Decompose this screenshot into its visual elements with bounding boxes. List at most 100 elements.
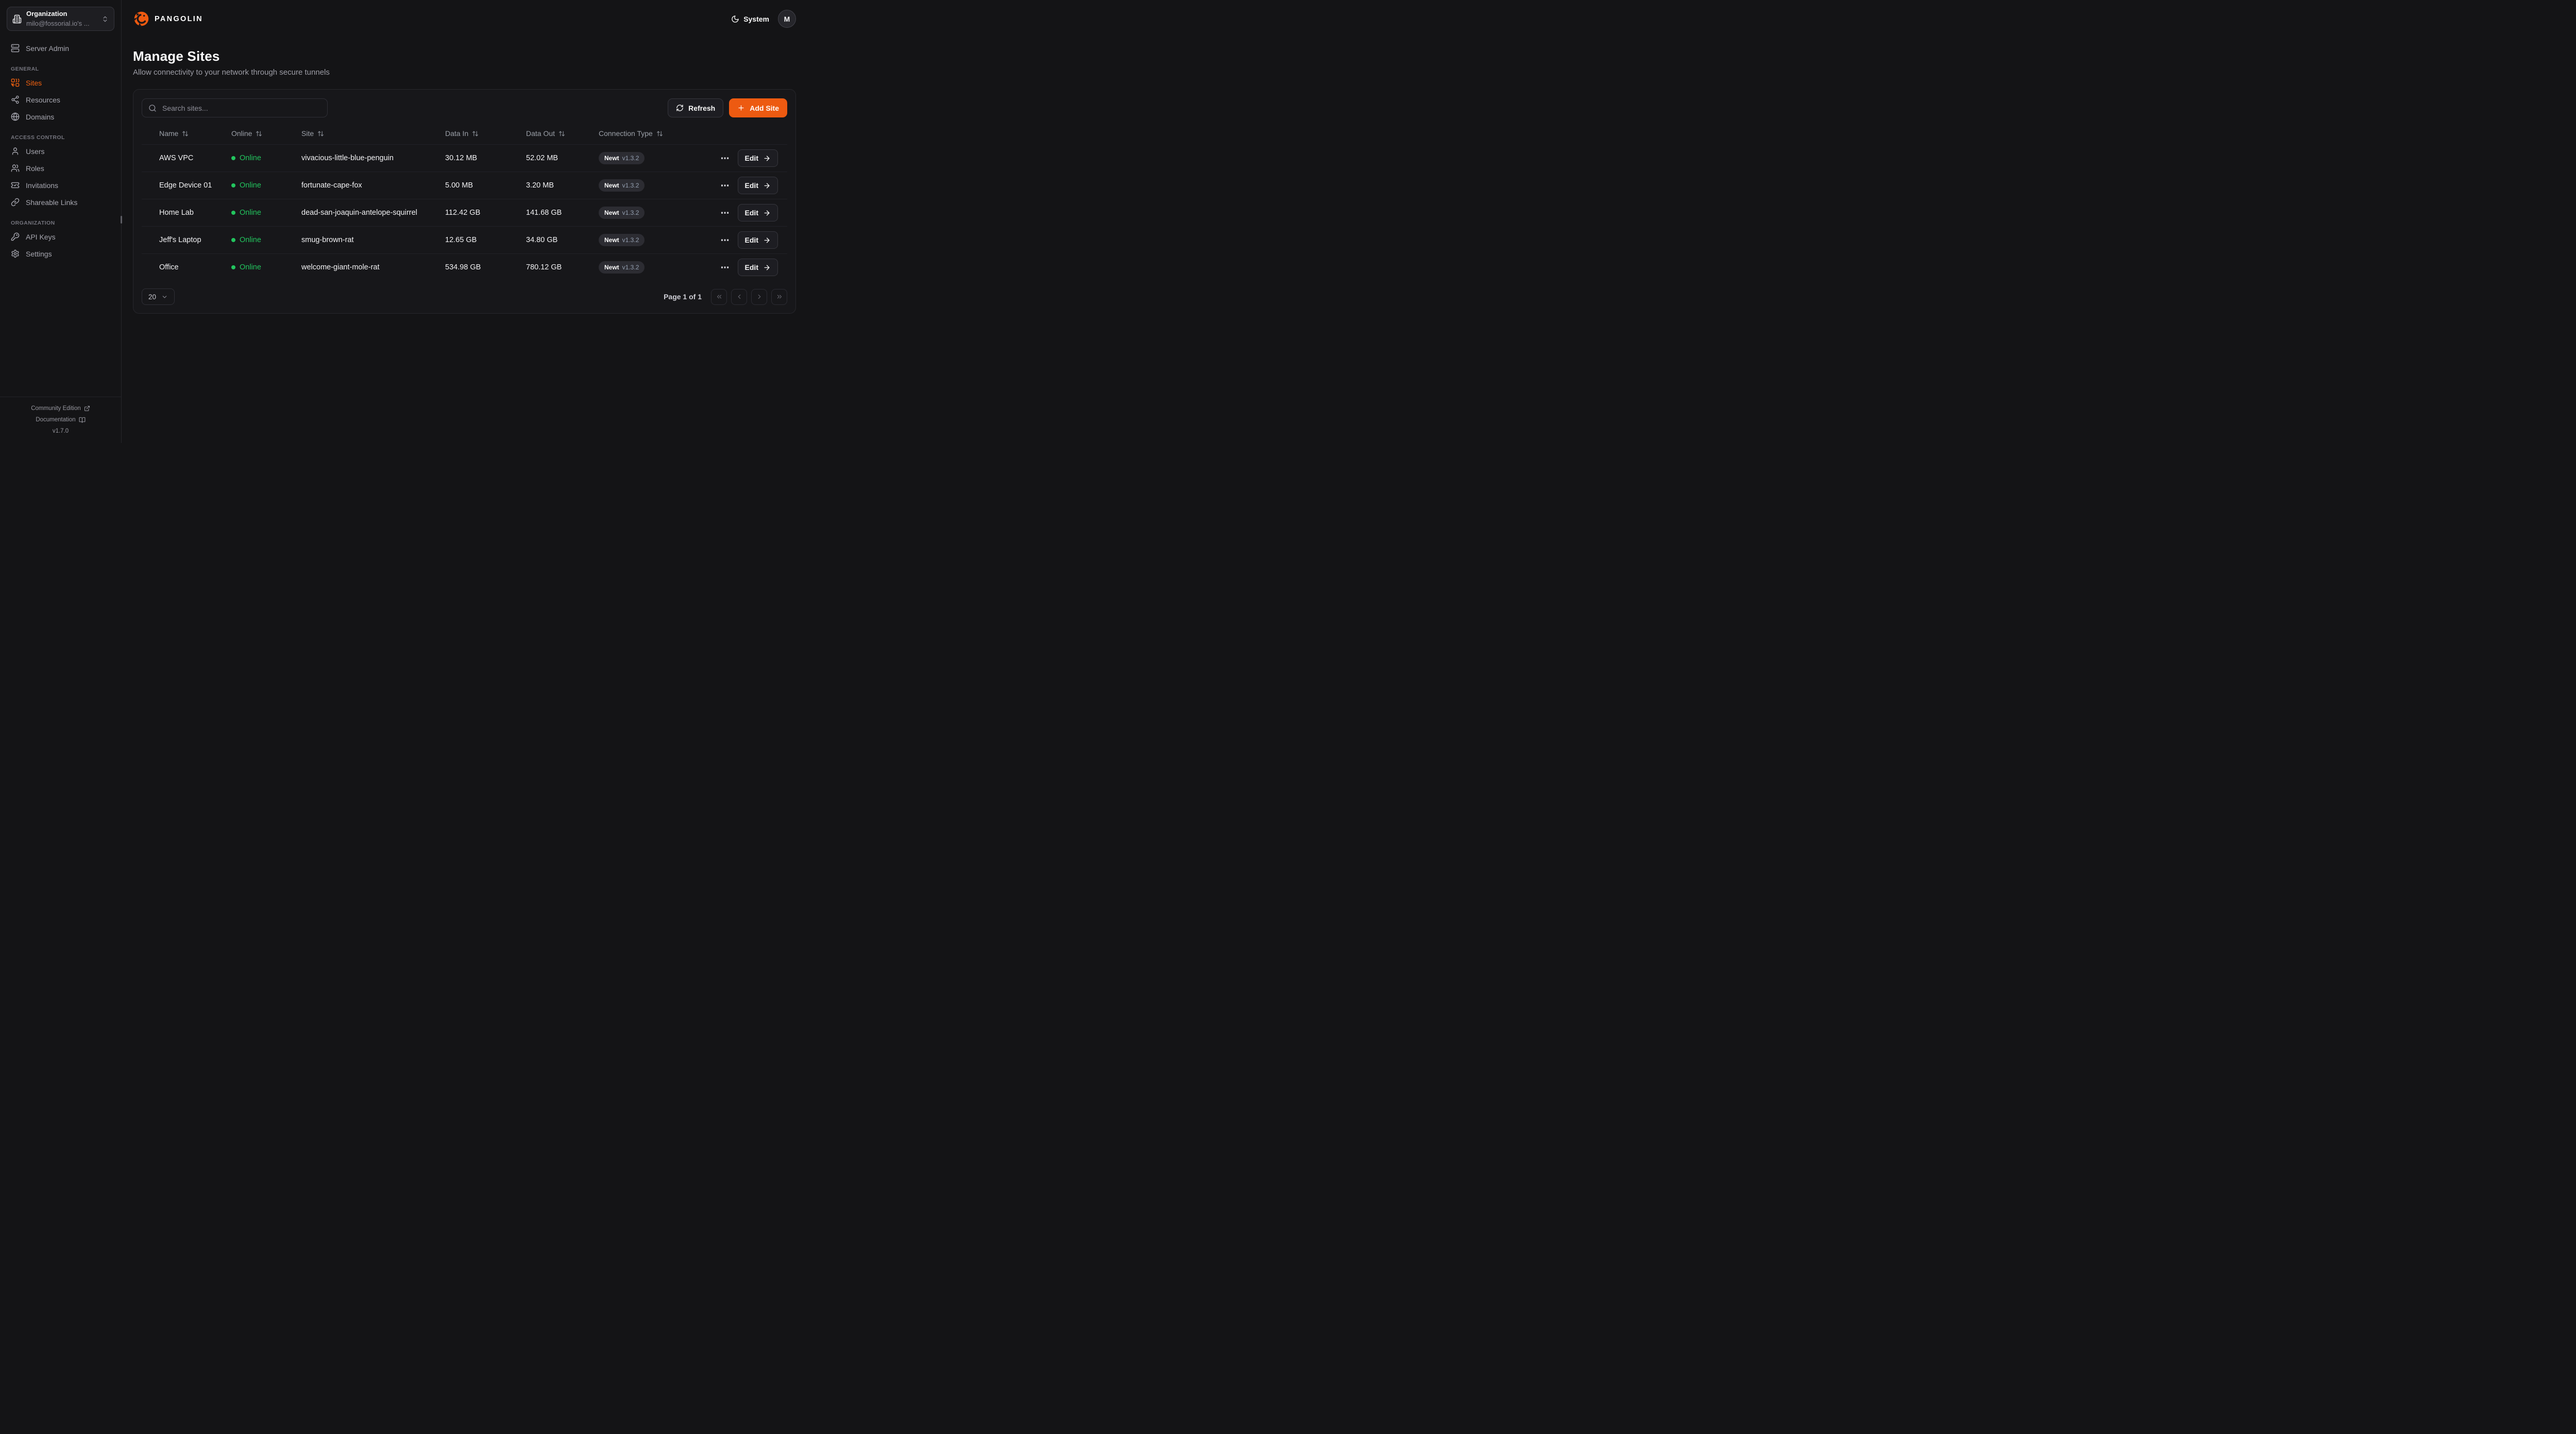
version-label: v1.7.0 (52, 428, 69, 434)
chevron-right-icon (756, 293, 763, 300)
column-header-data-out[interactable]: Data Out (526, 129, 599, 138)
sidebar-item-label: Resources (26, 95, 60, 104)
user-icon (11, 147, 20, 156)
first-page-button[interactable] (711, 288, 727, 305)
online-status-cell: Online (231, 181, 301, 190)
theme-toggle[interactable]: System (731, 15, 769, 23)
org-label: Organization (26, 10, 67, 18)
edit-button[interactable]: Edit (737, 204, 778, 221)
sidebar-item-settings[interactable]: Settings (7, 245, 114, 262)
avatar[interactable]: M (778, 10, 796, 28)
online-status-cell: Online (231, 209, 301, 217)
sort-icon (472, 130, 479, 137)
data-out-cell: 52.02 MB (526, 154, 558, 162)
brand-home-link[interactable]: PANGOLIN (133, 10, 203, 27)
site-name-cell: AWS VPC (159, 154, 194, 162)
edit-button[interactable]: Edit (737, 231, 778, 249)
online-status-label: Online (240, 236, 261, 244)
page-size-select[interactable]: 20 (142, 288, 175, 305)
arrow-right-icon (763, 182, 771, 190)
card-footer: 20 Page 1 of 1 (142, 288, 787, 305)
edit-label: Edit (744, 154, 758, 162)
org-value: milo@fossorial.io's ... (26, 19, 90, 27)
column-header-name[interactable]: Name (159, 129, 231, 138)
add-site-button[interactable]: Add Site (729, 98, 787, 117)
community-edition-label: Community Edition (31, 405, 81, 412)
sidebar-item-resources[interactable]: Resources (7, 91, 114, 108)
column-header-site[interactable]: Site (301, 129, 445, 138)
sort-icon (656, 130, 663, 137)
theme-label: System (743, 14, 769, 23)
sidebar-item-label: Server Admin (26, 44, 70, 53)
column-header-connection-type[interactable]: Connection Type (599, 129, 715, 138)
sidebar-item-roles[interactable]: Roles (7, 160, 114, 177)
online-status-cell: Online (231, 154, 301, 162)
card-toolbar: Refresh Add Site (142, 98, 787, 117)
sidebar-item-sites[interactable]: Sites (7, 74, 114, 91)
row-menu-button[interactable]: ⋯ (720, 235, 730, 245)
edit-button[interactable]: Edit (737, 259, 778, 276)
globe-icon (11, 112, 20, 121)
sort-icon (182, 130, 189, 137)
users-icon (11, 164, 20, 173)
section-label-organization: ORGANIZATION (11, 220, 55, 226)
sidebar-item-label: Users (26, 147, 45, 156)
app-root: Organization milo@fossorial.io's ... Ser… (0, 0, 808, 443)
sidebar-item-users[interactable]: Users (7, 143, 114, 160)
search-input[interactable] (161, 103, 321, 113)
key-icon (11, 232, 20, 241)
connection-type-cell: Newt v1.3.2 (599, 152, 715, 164)
column-header-online[interactable]: Online (231, 129, 301, 138)
plus-icon (737, 104, 745, 112)
table-row: Jeff's Laptop Online smug-brown-rat 12.6… (142, 226, 787, 253)
toolbar-actions: Refresh Add Site (668, 98, 787, 117)
sidebar-item-server-admin[interactable]: Server Admin (7, 40, 114, 57)
next-page-button[interactable] (751, 288, 767, 305)
edit-button[interactable]: Edit (737, 177, 778, 194)
site-name-cell: Home Lab (159, 209, 194, 217)
gear-icon (11, 249, 20, 258)
online-dot-icon (231, 238, 235, 242)
edit-label: Edit (744, 181, 758, 190)
link-icon (11, 198, 20, 207)
chevron-down-icon (161, 294, 168, 300)
refresh-button[interactable]: Refresh (668, 98, 724, 117)
previous-page-button[interactable] (731, 288, 747, 305)
sidebar-item-shareable-links[interactable]: Shareable Links (7, 194, 114, 211)
online-status-label: Online (240, 209, 261, 217)
sidebar-item-api-keys[interactable]: API Keys (7, 228, 114, 245)
row-menu-button[interactable]: ⋯ (720, 208, 730, 218)
data-out-cell: 780.12 GB (526, 263, 562, 271)
online-dot-icon (231, 183, 235, 187)
section-label-access-control: ACCESS CONTROL (11, 134, 65, 141)
sidebar-item-domains[interactable]: Domains (7, 108, 114, 125)
community-edition-link[interactable]: Community Edition (0, 403, 121, 414)
edit-label: Edit (744, 263, 758, 271)
sites-combine-icon (11, 78, 20, 87)
row-menu-button[interactable]: ⋯ (720, 153, 730, 163)
connection-type-cell: Newt v1.3.2 (599, 261, 715, 274)
sidebar-resize-handle[interactable] (121, 216, 122, 224)
arrow-right-icon (763, 264, 771, 271)
online-status-label: Online (240, 263, 261, 271)
row-menu-button[interactable]: ⋯ (720, 180, 730, 191)
documentation-link[interactable]: Documentation (0, 414, 121, 425)
online-dot-icon (231, 211, 235, 215)
row-actions: ⋯ Edit (715, 204, 778, 221)
column-header-data-in[interactable]: Data In (445, 129, 526, 138)
table-row: Office Online welcome-giant-mole-rat 534… (142, 253, 787, 281)
org-selector[interactable]: Organization milo@fossorial.io's ... (7, 7, 114, 31)
site-name-cell: Edge Device 01 (159, 181, 212, 190)
sidebar-item-invitations[interactable]: Invitations (7, 177, 114, 194)
refresh-icon (676, 104, 684, 112)
site-name-cell: Jeff's Laptop (159, 236, 201, 244)
connection-type-badge: Newt v1.3.2 (599, 152, 645, 164)
site-id-cell: fortunate-cape-fox (301, 181, 362, 190)
edit-button[interactable]: Edit (737, 149, 778, 167)
server-icon (11, 44, 20, 53)
refresh-label: Refresh (688, 104, 716, 112)
arrow-right-icon (763, 236, 771, 244)
data-in-cell: 112.42 GB (445, 209, 481, 217)
last-page-button[interactable] (771, 288, 787, 305)
row-menu-button[interactable]: ⋯ (720, 262, 730, 272)
